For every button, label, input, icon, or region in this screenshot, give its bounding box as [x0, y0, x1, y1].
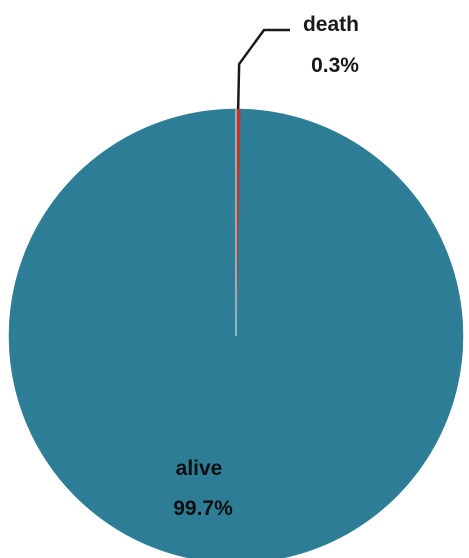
- death-leader-line: [236, 28, 290, 110]
- labels-layer: death 0.3% alive 99.7%: [173, 13, 359, 520]
- slice-label-death: death: [303, 13, 359, 36]
- slices-layer: [8, 108, 464, 558]
- pie-slice-alive: [8, 108, 464, 558]
- slice-label-alive: alive: [176, 457, 223, 480]
- slice-value-alive: 99.7%: [173, 497, 233, 520]
- slice-value-death: 0.3%: [311, 54, 359, 77]
